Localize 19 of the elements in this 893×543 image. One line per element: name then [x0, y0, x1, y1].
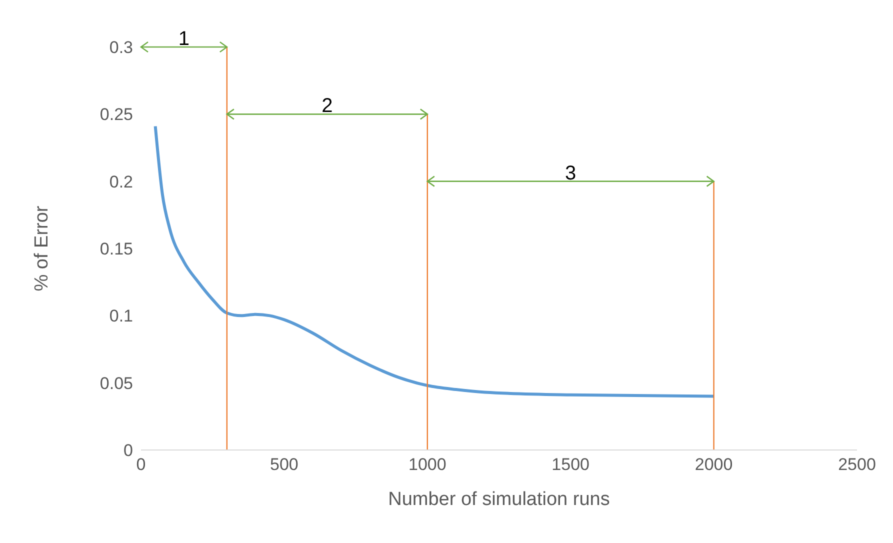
y-tick-label: 0	[124, 441, 133, 460]
x-tick-label: 1000	[408, 455, 446, 474]
y-tick-label: 0.3	[109, 38, 133, 58]
x-axis-title: Number of simulation runs	[388, 489, 610, 510]
x-tick-label: 2500	[838, 455, 876, 474]
y-tick-label: 0.2	[109, 172, 133, 192]
y-tick-label: 0.05	[100, 374, 133, 393]
annotation: 2	[322, 95, 333, 118]
y-tick-label: 0.1	[109, 306, 133, 326]
y-tick-label: 0.15	[100, 240, 133, 259]
x-tick-label: 0	[136, 455, 146, 474]
y-tick-label: 0.25	[100, 105, 133, 124]
x-tick-label: 2000	[694, 455, 733, 474]
annotation: 1	[178, 28, 190, 50]
annotation: 3	[565, 162, 576, 184]
x-tick-label: 500	[270, 455, 298, 474]
line-series	[154, 124, 716, 398]
y-axis-title: % of Error	[32, 205, 53, 292]
x-tick-label: 1500	[552, 455, 590, 474]
